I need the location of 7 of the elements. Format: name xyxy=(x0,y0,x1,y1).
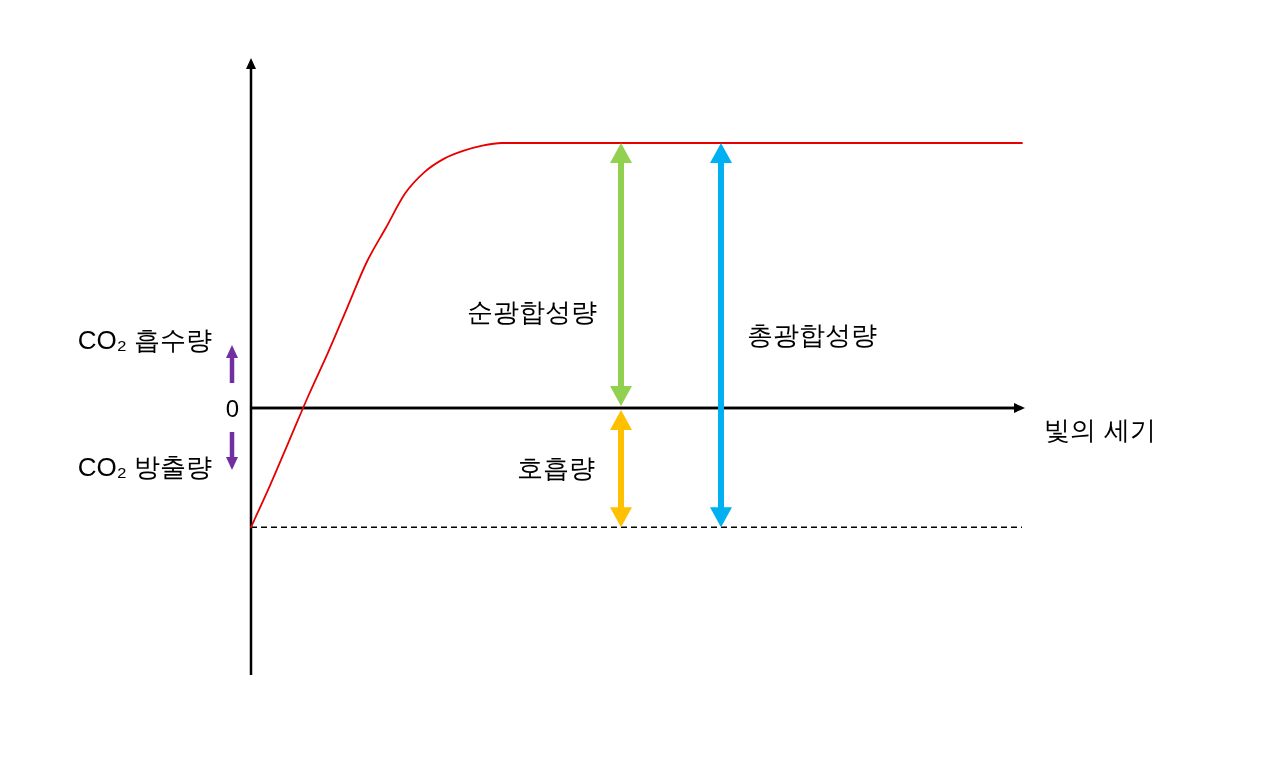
xlabel: 빛의 세기 xyxy=(1044,415,1156,445)
annotation: 순광합성량 xyxy=(467,297,597,327)
annotation: CO₂ 방출량 xyxy=(77,452,213,482)
annotation: 호흡량 xyxy=(517,453,595,483)
annotation: CO₂ 흡수량 xyxy=(77,325,213,355)
ref-label: 0 xyxy=(225,394,239,422)
annotation: 총광합성량 xyxy=(747,320,877,350)
